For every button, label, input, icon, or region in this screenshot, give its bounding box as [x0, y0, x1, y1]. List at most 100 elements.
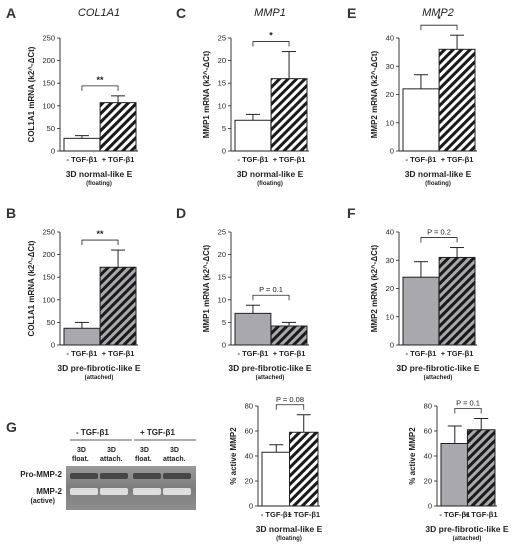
- x-tick-label: + TGF-β1: [102, 349, 135, 358]
- panel-letter-a: A: [6, 5, 16, 21]
- condition-sublabel: (attached): [256, 375, 285, 381]
- y-tick-label: 80: [245, 402, 253, 411]
- y-tick-label: 10: [218, 295, 226, 304]
- y-tick-label: 0: [51, 341, 55, 350]
- condition-sublabel: (floating): [425, 181, 451, 187]
- y-axis-label: COL1A1 mRNA (k2^-ΔCt): [27, 240, 36, 336]
- bar: [270, 78, 308, 152]
- x-tick-label: + TGF-β1: [441, 155, 474, 164]
- y-tick-label: 15: [218, 79, 226, 88]
- gel-lane1-sublabel: float.: [72, 456, 89, 463]
- condition-label: 3D normal-like E: [256, 524, 323, 534]
- y-tick-label: 20: [386, 90, 394, 99]
- condition-label: 3D pre-fibrotic-like E: [396, 363, 479, 373]
- x-tick-label: + TGF-β1: [273, 155, 306, 164]
- y-tick-label: 30: [386, 256, 394, 265]
- y-tick-label: 0: [222, 147, 226, 156]
- y-tick-label: 40: [245, 452, 253, 461]
- y-axis-label: % active MMP2: [408, 427, 417, 485]
- y-tick-label: 40: [386, 228, 394, 237]
- chart-title: MMP1: [254, 7, 286, 19]
- bar: [99, 266, 137, 346]
- significance-label: P = 0.2: [427, 228, 451, 237]
- x-tick-label: - TGF-β1: [406, 349, 437, 358]
- bar: [288, 431, 319, 507]
- y-tick-label: 200: [42, 250, 55, 259]
- significance-label: P = 0.1: [456, 399, 480, 408]
- gel-lane4-sublabel: attach.: [163, 456, 186, 463]
- y-tick-label: 0: [390, 147, 394, 156]
- bar: [63, 137, 101, 152]
- y-axis-label: COL1A1 mRNA (k2^-ΔCt): [27, 46, 36, 142]
- y-axis-label: MMP1 mRNA (k2^-ΔCt): [202, 244, 211, 332]
- x-tick-label: + TGF-β1: [287, 510, 320, 519]
- bar: [99, 102, 137, 152]
- y-tick-label: 150: [42, 79, 55, 88]
- x-tick-label: + TGF-β1: [441, 349, 474, 358]
- y-tick-label: 150: [42, 273, 55, 282]
- condition-sublabel: (attached): [85, 375, 114, 381]
- significance-bracket: [420, 237, 458, 243]
- y-tick-label: 0: [51, 147, 55, 156]
- y-tick-label: 20: [245, 477, 253, 486]
- x-tick-label: - TGF-β1: [67, 349, 98, 358]
- bar: [438, 256, 476, 346]
- chart-c: MMP1 0 5 10 15 20 25 MMP1 mRNA (k2^-ΔCt) - TGF-β…: [202, 7, 309, 187]
- significance-bracket: [81, 239, 119, 246]
- y-tick-label: 0: [249, 502, 253, 511]
- x-tick-label: - TGF-β1: [406, 155, 437, 164]
- bar: [402, 276, 440, 346]
- y-tick-label: 20: [424, 477, 432, 486]
- bar: [440, 443, 470, 507]
- x-tick-label: + TGF-β1: [102, 155, 135, 164]
- y-axis-label: MMP2 mRNA (k2^-ΔCt): [370, 50, 379, 138]
- x-tick-label: - TGF-β1: [238, 155, 269, 164]
- band-pro-lane2: [100, 473, 128, 479]
- gel-lane2-label: 3D: [107, 447, 116, 454]
- condition-sublabel: (attached): [424, 375, 453, 381]
- y-tick-label: 15: [218, 273, 226, 282]
- y-tick-label: 40: [386, 34, 394, 43]
- panel-letter-f: F: [347, 205, 356, 221]
- x-tick-label: + TGF-β1: [273, 349, 306, 358]
- significance-bracket: [275, 404, 305, 410]
- condition-label: 3D pre-fibrotic-like E: [57, 363, 140, 373]
- band-pro-lane4: [163, 473, 191, 479]
- significance-label: P = 0.1: [259, 285, 283, 294]
- gel-image: - TGF-β1 + TGF-β1 3D float. 3D attach. 3…: [20, 428, 196, 510]
- condition-sublabel: (floating): [276, 536, 302, 542]
- y-tick-label: 10: [386, 312, 394, 321]
- y-tick-label: 250: [42, 34, 55, 43]
- y-tick-label: 25: [218, 228, 226, 237]
- band-active-lane2: [100, 488, 128, 495]
- band-active-lane3: [133, 488, 161, 495]
- condition-label: 3D normal-like E: [405, 169, 472, 179]
- chart-title: COL1A1: [78, 7, 120, 19]
- y-tick-label: 200: [42, 56, 55, 65]
- chart-f: 0 10 20 30 40 MMP2 mRNA (k2^-ΔCt) - TGF-β1 + TG…: [370, 228, 480, 382]
- y-tick-label: 25: [218, 34, 226, 43]
- significance-label: *: [269, 31, 273, 41]
- significance-label: *: [437, 14, 441, 24]
- gel-lane2-sublabel: attach.: [100, 456, 123, 463]
- condition-label: 3D pre-fibrotic-like E: [425, 524, 508, 534]
- y-tick-label: 5: [222, 318, 226, 327]
- condition-sublabel: (floating): [257, 181, 283, 187]
- band-pro-lane3: [133, 473, 161, 479]
- y-tick-label: 0: [428, 502, 432, 511]
- y-axis-label: MMP2 mRNA (k2^-ΔCt): [370, 244, 379, 332]
- band-label-mmp2: MMP-2: [36, 487, 62, 496]
- y-tick-label: 20: [218, 250, 226, 259]
- condition-label: 3D normal-like E: [66, 169, 133, 179]
- gel-lane3-label: 3D: [140, 447, 149, 454]
- panel-letter-e: E: [347, 5, 356, 21]
- y-tick-label: 100: [42, 295, 55, 304]
- significance-label: P = 0.08: [276, 395, 304, 404]
- gel-lane1-label: 3D: [77, 447, 86, 454]
- chart-title: MMP2: [422, 7, 454, 19]
- bar: [234, 312, 272, 346]
- gel-lane3-sublabel: float.: [135, 456, 152, 463]
- condition-sublabel: (floating): [86, 181, 112, 187]
- y-tick-label: 50: [47, 124, 55, 133]
